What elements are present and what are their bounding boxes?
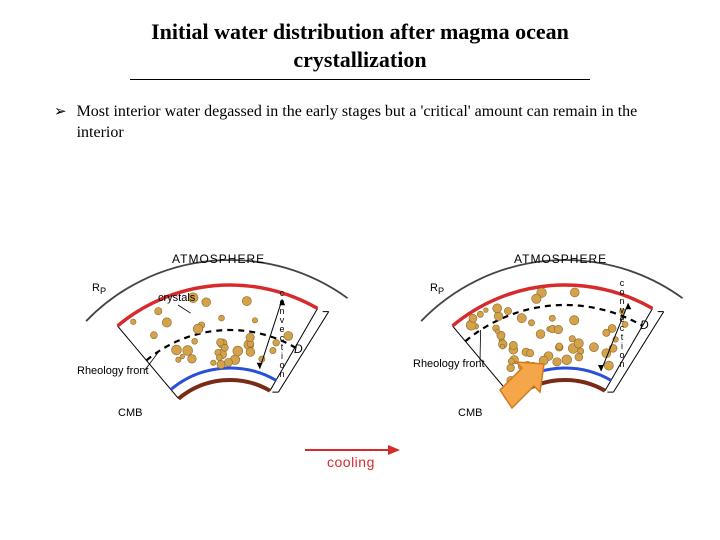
page-title: Initial water distribution after magma o… <box>0 0 720 77</box>
bullet-glyph: ➢ <box>54 102 67 123</box>
convection-label-right: convection <box>617 278 627 368</box>
diagram-area: ATMOSPHERE RP crystals Rheology front CM… <box>0 230 720 490</box>
diagram-svg <box>0 230 720 490</box>
cmb-label-right: CMB <box>458 407 482 419</box>
crystals-label-left: crystals <box>158 292 195 304</box>
cmb-label-left: CMB <box>118 407 142 419</box>
cooling-label: cooling <box>327 454 375 470</box>
bullet-item: ➢ Most interior water degassed in the ea… <box>0 80 720 144</box>
rp-sub: P <box>100 286 106 296</box>
rheology-label-right: Rheology front <box>413 358 485 370</box>
rp-label-left: RP <box>92 282 106 296</box>
rp-text-r: R <box>430 282 438 294</box>
convection-label-left: convection <box>277 288 287 378</box>
d-label-left: D <box>294 342 303 356</box>
atmosphere-label-left: ATMOSPHERE <box>172 252 265 266</box>
rp-label-right: RP <box>430 282 444 296</box>
bullet-text: Most interior water degassed in the earl… <box>77 102 680 144</box>
rp-sub-r: P <box>438 286 444 296</box>
d-label-right: D <box>640 318 649 332</box>
atmosphere-label-right: ATMOSPHERE <box>514 252 607 266</box>
title-line2: crystallization <box>293 47 426 72</box>
rheology-label-left: Rheology front <box>77 365 149 377</box>
rp-text: R <box>92 282 100 294</box>
title-line1: Initial water distribution after magma o… <box>151 19 569 44</box>
